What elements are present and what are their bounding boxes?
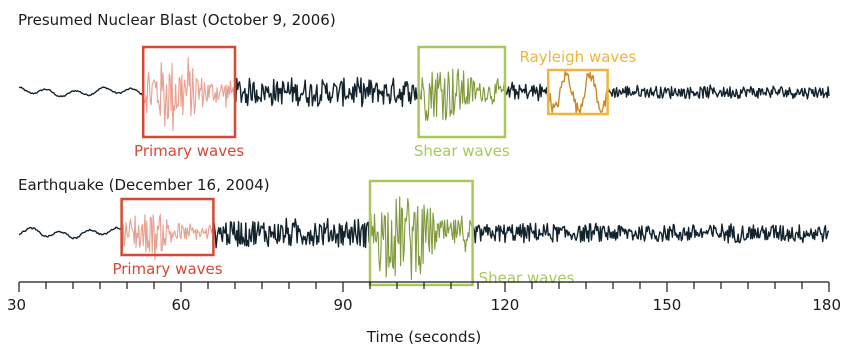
blast-phase-label-0: Primary waves — [134, 142, 244, 160]
x-tick-label-120: 120 — [491, 296, 520, 314]
quake-trace-segment-2 — [212, 217, 371, 249]
quake-trace-segment-3 — [369, 196, 474, 281]
quake-phase-label-1: Shear waves — [479, 269, 575, 287]
blast-phase-box-0 — [141, 45, 237, 139]
x-tick-label-90: 90 — [333, 296, 352, 314]
blast-phase-box-2 — [546, 68, 609, 116]
blast-trace-segment-3 — [418, 68, 506, 121]
x-tick-label-150: 150 — [653, 296, 682, 314]
quake-panel-title: Earthquake (December 16, 2004) — [18, 176, 270, 194]
quake-phase-box-1 — [368, 179, 474, 287]
time-axis: 30 60 90 120 150 180 — [7, 281, 841, 314]
blast-trace-segment-6 — [606, 84, 830, 100]
quake-trace-segment-4 — [471, 222, 830, 244]
blast-trace-segment-0 — [18, 86, 144, 98]
blast-trace-segment-4 — [504, 81, 549, 102]
quake-phase-box-0 — [120, 197, 215, 257]
quake-trace-segment-0 — [18, 226, 122, 240]
x-axis-label: Time (seconds) — [366, 328, 482, 346]
quake-trace-segment-1 — [121, 213, 214, 261]
x-tick-label-180: 180 — [812, 296, 841, 314]
blast-panel-title: Presumed Nuclear Blast (October 9, 2006) — [18, 11, 336, 29]
wave-phase-annotations: Primary waves Shear waves Rayleigh waves Pr… — [112, 45, 637, 287]
blast-phase-box-1 — [417, 45, 507, 139]
blast-phase-label-2: Rayleigh waves — [519, 48, 636, 66]
x-tick-label-60: 60 — [171, 296, 190, 314]
waveform-traces — [18, 57, 830, 281]
blast-phase-label-1: Shear waves — [414, 142, 510, 160]
blast-trace-segment-1 — [142, 57, 236, 132]
quake-phase-label-0: Primary waves — [112, 260, 222, 278]
blast-trace-segment-2 — [234, 76, 420, 108]
x-tick-label-30: 30 — [7, 296, 26, 314]
blast-trace-segment-5 — [547, 70, 608, 115]
